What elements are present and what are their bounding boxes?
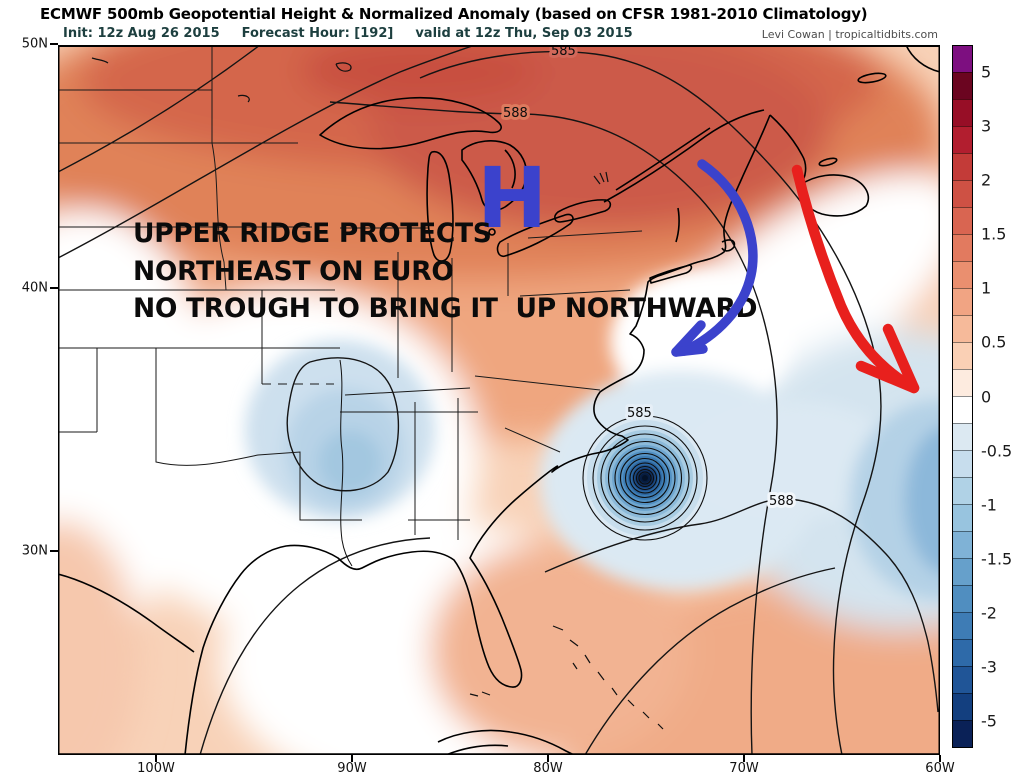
- colorbar-label: 0: [981, 387, 992, 406]
- colorbar-label: 2: [981, 170, 992, 190]
- lon-label: 70W: [729, 761, 759, 776]
- colorbar-segment: [953, 558, 972, 585]
- hurricane-center: [582, 415, 708, 541]
- contour-label-585-top: 585: [551, 44, 576, 59]
- colorbar-segment: [953, 99, 972, 126]
- colorbar-label: -1: [981, 495, 997, 515]
- note-line-3: NO TROUGH TO BRING IT UP NORTHWARD: [133, 293, 757, 324]
- colorbar-segment: [953, 126, 972, 153]
- state-borders: [58, 45, 643, 540]
- annotations: H UPPER RIDGE PROTECTS NORTHEAST ON EURO…: [133, 149, 920, 394]
- small-lake-marks: [91, 57, 664, 730]
- lat-label: 50N: [21, 36, 48, 52]
- colorbar-segment: [953, 450, 972, 477]
- high-pressure-symbol: H: [477, 149, 547, 247]
- colorbar-segment: [953, 261, 972, 288]
- colorbar-segment: [953, 369, 972, 396]
- colorbar-label: 1: [981, 278, 992, 298]
- colorbar-label: 3: [981, 116, 992, 136]
- contour-label-585-storm: 585: [627, 406, 652, 421]
- colorbar-label: 1.5: [981, 224, 1007, 244]
- contour-label-588-right: 588: [769, 494, 794, 509]
- colorbar-segment: [953, 585, 972, 612]
- colorbar-segment: [953, 666, 972, 693]
- run-info-bar: Init: 12z Aug 26 2015 Forecast Hour: [192…: [63, 26, 655, 41]
- colorbar-segment: [953, 46, 972, 72]
- colorbar-segment: [953, 180, 972, 207]
- attribution: Levi Cowan | tropicaltidbits.com: [761, 28, 938, 41]
- colorbar-segment: [953, 423, 972, 450]
- colorbar-segment: [953, 639, 972, 666]
- colorbar-segment: [953, 477, 972, 504]
- forecast-hour: Forecast Hour: [192]: [241, 26, 394, 41]
- note-line-1: UPPER RIDGE PROTECTS: [133, 218, 492, 249]
- lat-label: 30N: [21, 543, 48, 559]
- colorbar-segment: [953, 531, 972, 558]
- colorbar-segment: [953, 693, 972, 720]
- note-line-2: NORTHEAST ON EURO: [133, 256, 454, 287]
- colorbar: [952, 45, 973, 748]
- valid-time: valid at 12z Thu, Sep 03 2015: [415, 26, 633, 41]
- lat-label: 40N: [21, 280, 48, 296]
- colorbar-segment: [953, 612, 972, 639]
- lon-label: 90W: [337, 761, 367, 776]
- lon-label: 80W: [533, 761, 563, 776]
- contour-label-588-top: 588: [503, 106, 528, 121]
- colorbar-segment: [953, 720, 972, 747]
- colorbar-label: -0.5: [981, 441, 1013, 461]
- blue-arrow: [671, 159, 758, 357]
- colorbar-label: -1.5: [981, 549, 1013, 569]
- colorbar-segment: [953, 342, 972, 369]
- page-title: ECMWF 500mb Geopotential Height & Normal…: [40, 5, 868, 23]
- colorbar-segment: [953, 72, 972, 99]
- colorbar-label: 0.5: [981, 332, 1007, 352]
- lon-label: 60W: [925, 761, 955, 776]
- contour-labels: 585 588 585 588: [500, 44, 797, 512]
- colorbar-label: -3: [981, 657, 997, 677]
- init-time: Init: 12z Aug 26 2015: [63, 26, 220, 41]
- colorbar-segment: [953, 504, 972, 531]
- colorbar-segment: [953, 153, 972, 180]
- colorbar-segment: [953, 288, 972, 315]
- coastlines: [58, 45, 940, 755]
- colorbar-segment: [953, 315, 972, 342]
- colorbar-segment: [953, 207, 972, 234]
- lon-label: 100W: [137, 761, 175, 776]
- colorbar-segment: [953, 396, 972, 423]
- colorbar-label: -5: [981, 711, 997, 731]
- colorbar-label: 5: [981, 62, 992, 82]
- colorbar-label: -2: [981, 603, 997, 623]
- colorbar-segment: [953, 234, 972, 261]
- red-arrow: [791, 164, 920, 394]
